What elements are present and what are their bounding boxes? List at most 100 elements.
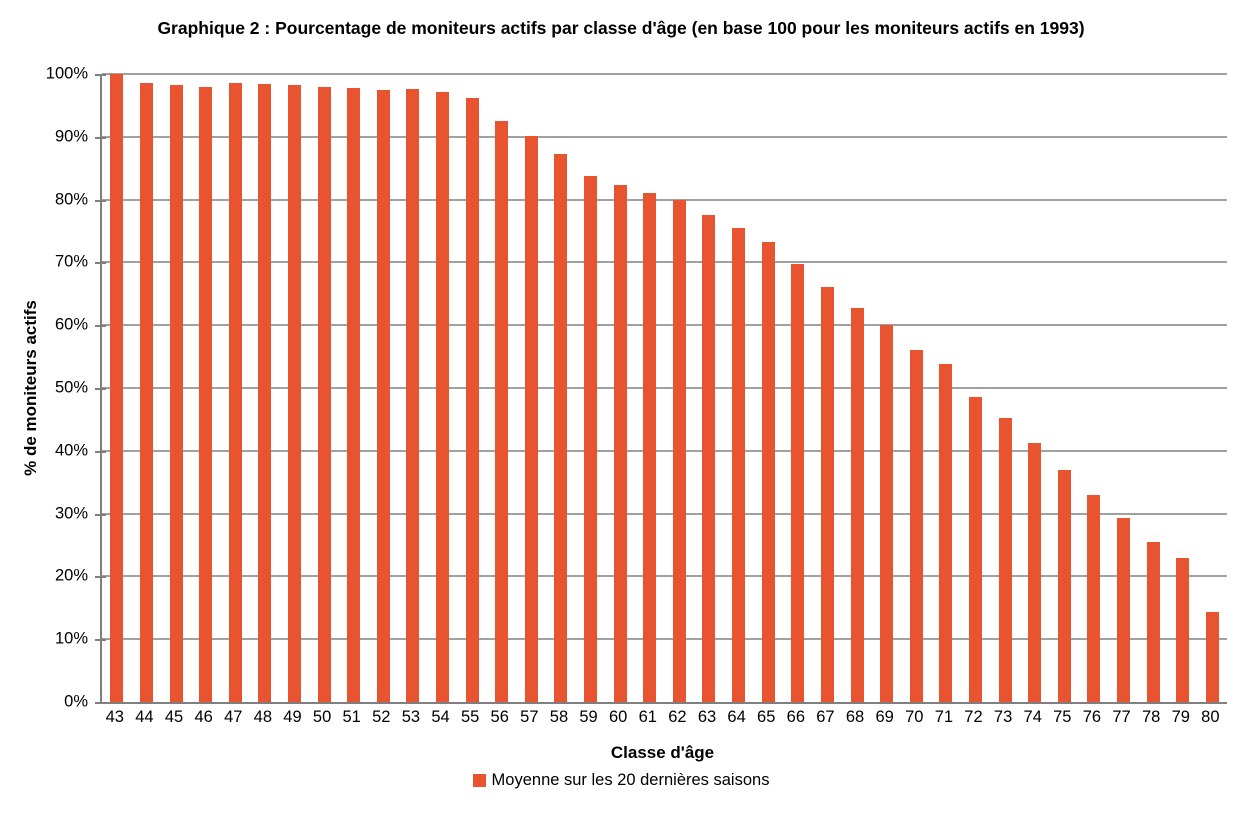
bar-slot <box>901 74 931 702</box>
x-tick-label: 61 <box>638 708 657 726</box>
x-tick-label: 51 <box>342 708 361 726</box>
gridline <box>102 512 1227 515</box>
bar-slot <box>339 74 369 702</box>
bar-slot <box>724 74 754 702</box>
bar-74 <box>1028 443 1042 702</box>
bar-43 <box>110 74 124 702</box>
bar-slot <box>1079 74 1109 702</box>
bar-slot <box>635 74 665 702</box>
bar-75 <box>1057 470 1071 702</box>
x-tick-label: 80 <box>1201 708 1220 726</box>
x-tick-label: 49 <box>283 708 302 726</box>
bar-67 <box>820 286 834 702</box>
gridline <box>102 324 1227 327</box>
y-tick-mark <box>95 639 106 642</box>
bar-slot <box>368 74 398 702</box>
bar-69 <box>880 324 894 702</box>
y-tick-mark <box>95 450 106 453</box>
gridline <box>102 575 1227 578</box>
y-tick-label: 0% <box>64 692 88 711</box>
y-tick-mark <box>95 513 106 516</box>
y-tick-mark <box>95 702 106 704</box>
x-tick-label: 47 <box>224 708 243 726</box>
x-axis-title: Classe d'âge <box>610 743 715 762</box>
bar-58 <box>554 154 568 702</box>
x-tick-label: 53 <box>401 708 421 726</box>
bar-slot <box>546 74 576 702</box>
x-tick-label: 74 <box>1023 708 1042 726</box>
bar-slot <box>250 74 280 702</box>
gridline <box>102 261 1227 264</box>
gridline <box>102 135 1227 138</box>
bar-slot <box>872 74 902 702</box>
gridline <box>102 73 1227 75</box>
y-tick-label: 100% <box>45 64 88 83</box>
chart-title: Graphique 2 : Pourcentage de moniteurs a… <box>157 18 1085 38</box>
bar-79 <box>1176 557 1190 702</box>
bar-slot <box>398 74 428 702</box>
gridline <box>102 449 1227 452</box>
y-tick-mark <box>95 576 106 579</box>
bar-45 <box>169 84 183 702</box>
bar-slot <box>309 74 339 702</box>
x-tick-label: 63 <box>697 708 717 726</box>
bar-slot <box>694 74 724 702</box>
x-tick-label: 73 <box>993 708 1013 726</box>
y-tick-mark <box>95 136 106 139</box>
bar-slot <box>783 74 813 702</box>
bar-55 <box>465 97 479 702</box>
y-tick-mark <box>95 199 106 202</box>
x-tick-label: 48 <box>253 708 273 726</box>
bar-65 <box>761 242 775 702</box>
bar-77 <box>1117 518 1131 702</box>
bar-64 <box>732 227 746 702</box>
bar-51 <box>347 88 361 702</box>
x-tick-label: 46 <box>194 708 213 726</box>
bar-52 <box>376 90 390 702</box>
bar-slot <box>487 74 517 702</box>
legend: Moyenne sur les 20 dernières saisons <box>0 771 1242 790</box>
bar-slot <box>220 74 250 702</box>
y-tick-mark <box>95 262 106 265</box>
x-tick-label: 78 <box>1141 708 1161 726</box>
y-tick-label: 40% <box>54 441 88 460</box>
x-tick-label: 57 <box>520 708 539 726</box>
bar-54 <box>436 91 449 702</box>
x-tick-label: 52 <box>372 708 391 726</box>
x-tick-label: 55 <box>460 708 480 726</box>
y-tick-label: 20% <box>54 566 88 585</box>
bar-slot <box>990 74 1020 702</box>
x-tick-label: 44 <box>135 708 154 726</box>
bar-slot <box>931 74 961 702</box>
bar-slot <box>428 74 458 702</box>
x-tick-label: 43 <box>105 708 124 726</box>
y-tick-mark <box>95 325 106 328</box>
bar-71 <box>939 364 953 702</box>
bar-73 <box>998 417 1012 702</box>
bar-78 <box>1146 541 1160 702</box>
bar-46 <box>199 86 213 702</box>
x-tick-label: 45 <box>164 708 184 726</box>
bar-slot <box>605 74 635 702</box>
gridline <box>102 387 1227 389</box>
bar-slot <box>813 74 843 702</box>
y-tick-label: 90% <box>54 127 88 146</box>
bar-slot <box>102 74 132 702</box>
legend-label: Moyenne sur les 20 dernières saisons <box>491 771 770 789</box>
y-tick-label: 10% <box>54 629 88 648</box>
x-tick-label: 50 <box>312 708 332 726</box>
bar-76 <box>1087 494 1101 702</box>
bar-slot <box>665 74 695 702</box>
bar-80 <box>1205 612 1219 702</box>
bar-57 <box>524 136 538 702</box>
bar-slot <box>842 74 872 702</box>
bar-slot <box>280 74 310 702</box>
bar-slot <box>1109 74 1139 702</box>
bar-68 <box>850 308 864 702</box>
bar-slot <box>1138 74 1168 702</box>
x-tick-label: 72 <box>964 708 983 726</box>
y-tick-label: 30% <box>54 504 88 523</box>
bar-50 <box>317 87 331 702</box>
x-tick-label: 62 <box>668 708 687 726</box>
